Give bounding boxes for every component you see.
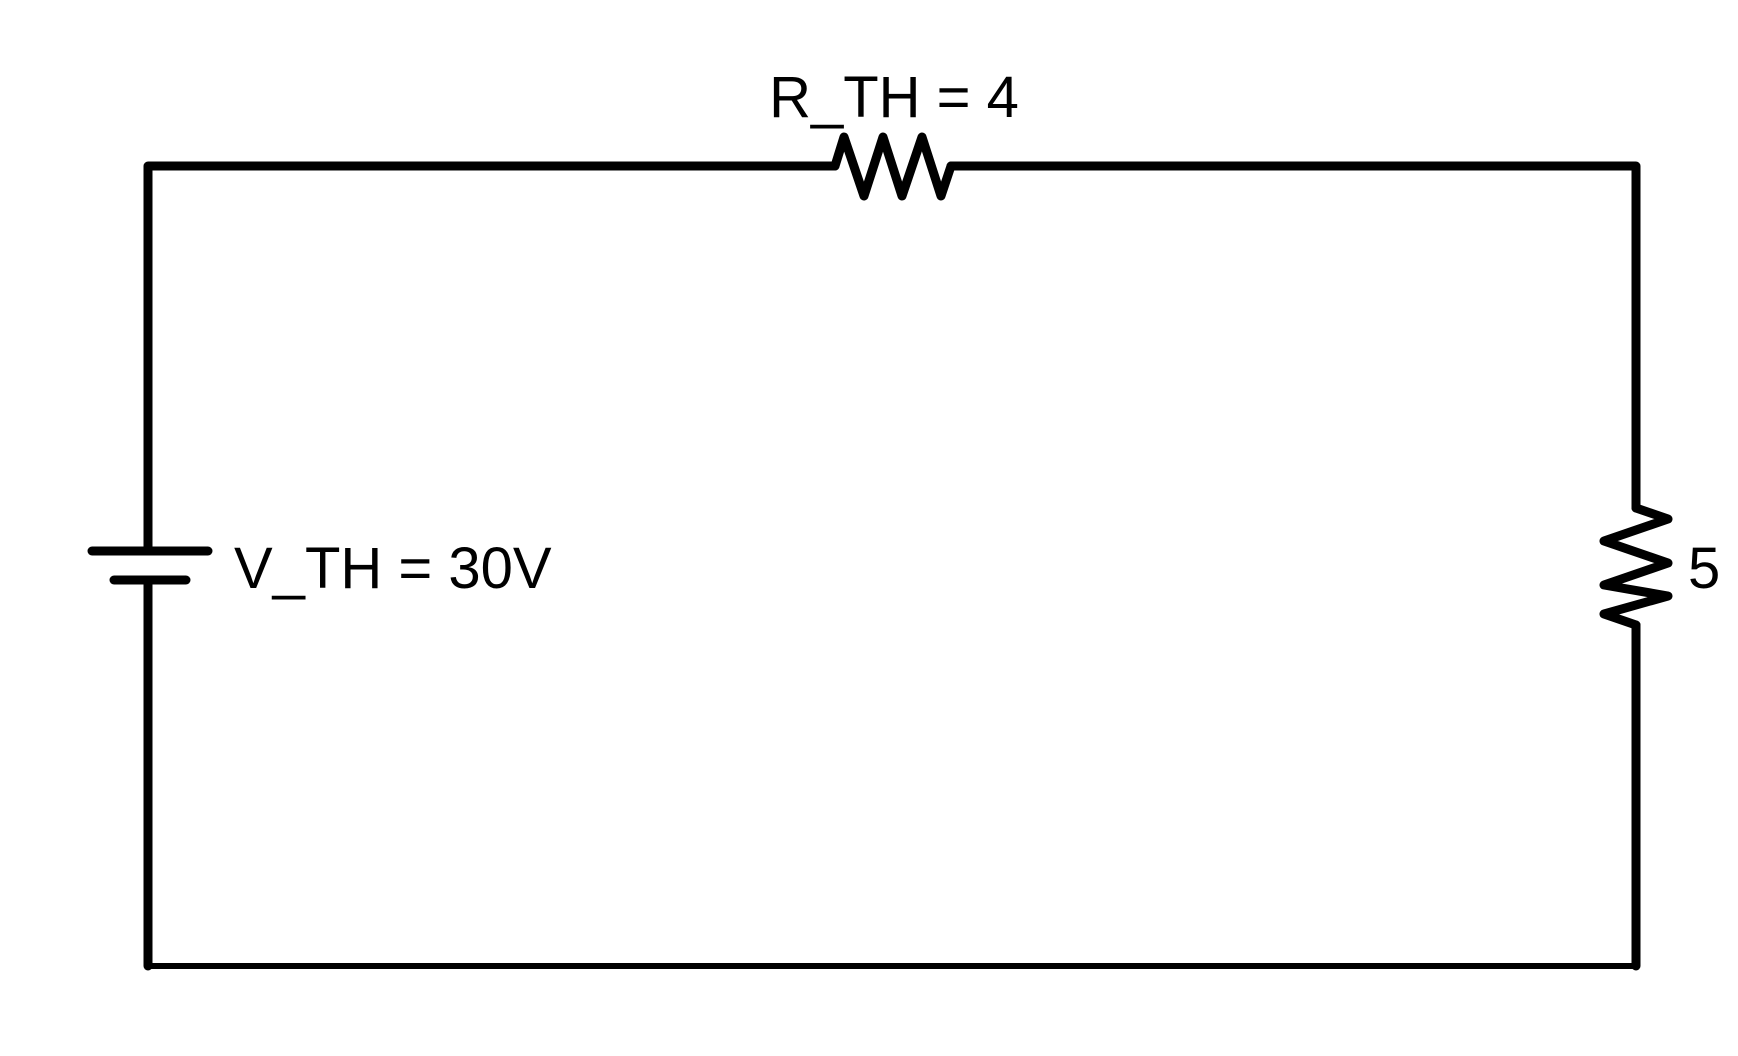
- load-resistor-symbol: [1599, 503, 1673, 630]
- series-resistor-label: R_TH = 4: [769, 65, 1019, 130]
- series-resistor-symbol: [830, 132, 956, 201]
- source-label: V_TH = 30V: [234, 536, 552, 601]
- load-resistor-label: 5: [1688, 536, 1720, 601]
- wire-top-right: [946, 161, 1641, 513]
- wire-top-left: [143, 161, 840, 553]
